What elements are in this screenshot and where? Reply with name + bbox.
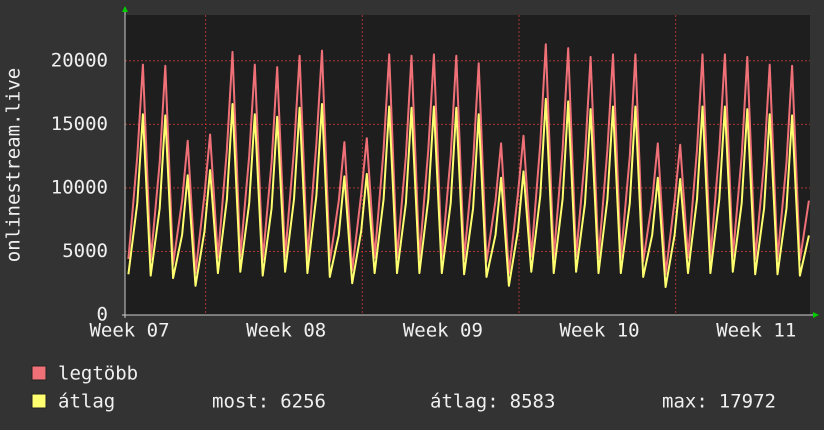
stat-label: átlag: xyxy=(430,391,499,413)
y-axis-label: onlinestream.live xyxy=(3,68,25,262)
x-tick-label: Week 07 xyxy=(89,320,169,342)
x-tick-label: Week 11 xyxy=(716,320,796,342)
y-tick-label: 10000 xyxy=(51,176,108,198)
stat-label: max: xyxy=(662,391,708,413)
x-tick-label: Week 09 xyxy=(403,320,483,342)
legend: legtöbb átlag most: 6256 átlag: 8583 max: 17972 xyxy=(31,363,776,413)
x-tick-label: Week 10 xyxy=(560,320,640,342)
labels: 0 5000 10000 15000 20000 Week 07 Week 08 Week 0… xyxy=(51,49,797,341)
legend-swatch xyxy=(31,393,47,409)
legend-label: átlag xyxy=(58,391,115,413)
series-line xyxy=(127,43,810,276)
legend-label: legtöbb xyxy=(58,363,138,385)
lines xyxy=(127,43,810,288)
stat-value: 6256 xyxy=(280,391,326,413)
y-tick-label: 5000 xyxy=(62,240,108,262)
grid xyxy=(125,15,810,316)
y-tick-label: 0 xyxy=(97,304,108,326)
series-line xyxy=(127,97,810,288)
x-arrow xyxy=(813,312,819,318)
stat-label: most: xyxy=(212,391,269,413)
stat-value: 8583 xyxy=(510,391,556,413)
legend-swatch xyxy=(31,365,47,381)
y-tick-label: 15000 xyxy=(51,113,108,135)
y-tick-label: 20000 xyxy=(51,49,108,71)
y-arrow xyxy=(122,6,128,12)
x-tick-label: Week 08 xyxy=(246,320,326,342)
stat-value: 17972 xyxy=(719,391,776,413)
